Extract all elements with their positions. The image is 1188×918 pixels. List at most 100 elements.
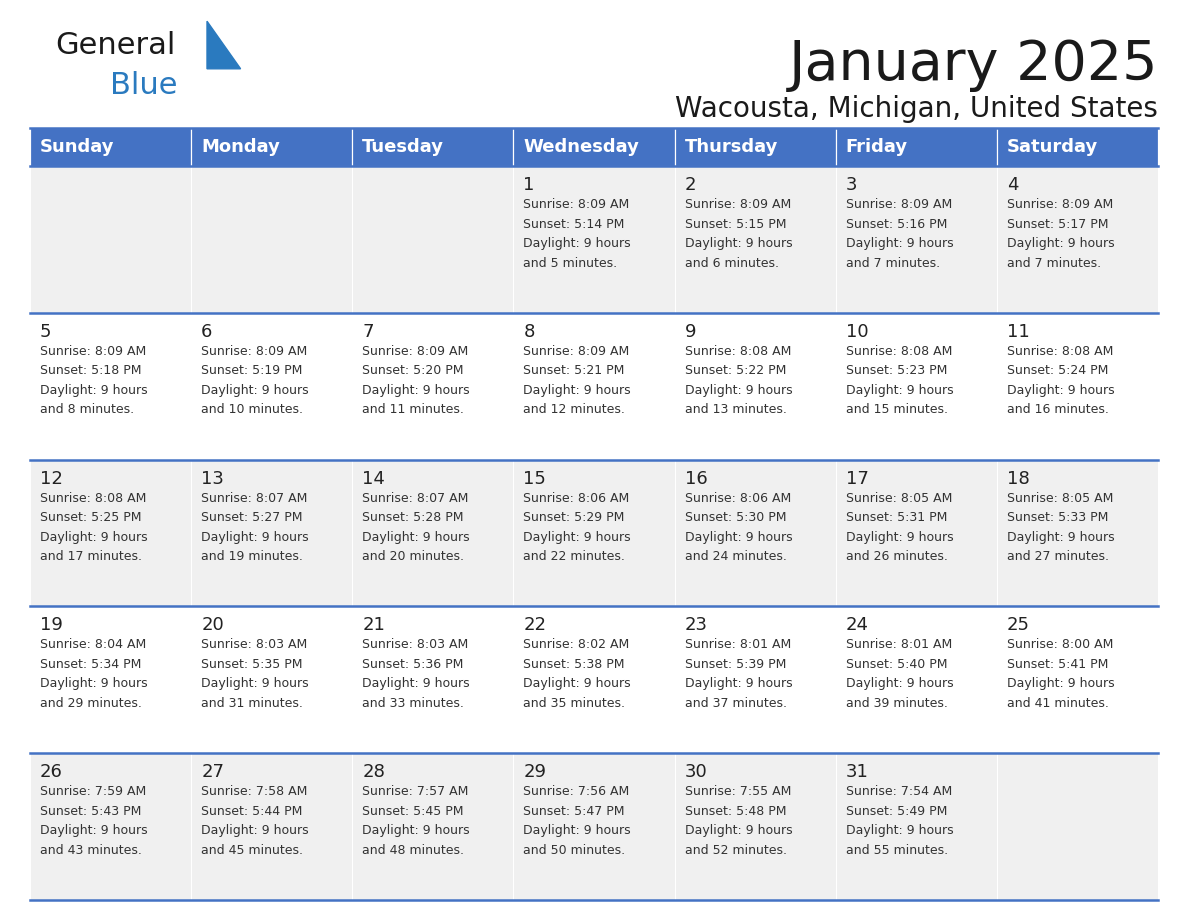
Text: and 41 minutes.: and 41 minutes. [1007,697,1108,710]
Text: Daylight: 9 hours: Daylight: 9 hours [362,824,470,837]
Text: and 43 minutes.: and 43 minutes. [40,844,141,856]
Text: Blue: Blue [110,71,177,99]
Text: Sunset: 5:17 PM: Sunset: 5:17 PM [1007,218,1108,230]
Text: Sunset: 5:29 PM: Sunset: 5:29 PM [524,511,625,524]
Text: Sunrise: 8:01 AM: Sunrise: 8:01 AM [846,638,952,652]
Text: 22: 22 [524,616,546,634]
Bar [675,607,835,753]
Text: and 11 minutes.: and 11 minutes. [362,403,465,416]
Bar [191,460,353,607]
Text: Daylight: 9 hours: Daylight: 9 hours [684,384,792,397]
Bar [675,753,835,900]
Text: Daylight: 9 hours: Daylight: 9 hours [362,531,470,543]
Text: and 6 minutes.: and 6 minutes. [684,256,778,270]
Bar [835,753,997,900]
Text: Daylight: 9 hours: Daylight: 9 hours [684,237,792,250]
Text: 27: 27 [201,763,225,781]
Text: and 15 minutes.: and 15 minutes. [846,403,948,416]
Text: Sunset: 5:43 PM: Sunset: 5:43 PM [40,805,141,818]
Bar [675,128,835,166]
Text: Sunrise: 7:54 AM: Sunrise: 7:54 AM [846,785,952,798]
Text: and 20 minutes.: and 20 minutes. [362,550,465,563]
Text: 2: 2 [684,176,696,194]
Text: Sunset: 5:28 PM: Sunset: 5:28 PM [362,511,463,524]
Bar [30,166,191,313]
Text: Sunset: 5:18 PM: Sunset: 5:18 PM [40,364,141,377]
Text: and 50 minutes.: and 50 minutes. [524,844,626,856]
Text: and 48 minutes.: and 48 minutes. [362,844,465,856]
Text: Daylight: 9 hours: Daylight: 9 hours [524,824,631,837]
Text: Sunrise: 8:02 AM: Sunrise: 8:02 AM [524,638,630,652]
Text: 24: 24 [846,616,868,634]
Bar [997,313,1158,460]
Bar [191,166,353,313]
Bar [30,128,191,166]
Text: and 12 minutes.: and 12 minutes. [524,403,625,416]
Bar [997,753,1158,900]
Text: Sunset: 5:22 PM: Sunset: 5:22 PM [684,364,786,377]
Text: Sunrise: 7:58 AM: Sunrise: 7:58 AM [201,785,308,798]
Bar [835,166,997,313]
Text: and 7 minutes.: and 7 minutes. [846,256,940,270]
Bar [513,128,675,166]
Text: Monday: Monday [201,138,280,156]
Text: and 22 minutes.: and 22 minutes. [524,550,625,563]
Text: Sunrise: 7:57 AM: Sunrise: 7:57 AM [362,785,468,798]
Text: Sunset: 5:44 PM: Sunset: 5:44 PM [201,805,303,818]
Bar [191,753,353,900]
Text: Sunrise: 8:09 AM: Sunrise: 8:09 AM [201,345,308,358]
Text: Sunrise: 8:09 AM: Sunrise: 8:09 AM [684,198,791,211]
Bar [835,128,997,166]
Text: and 39 minutes.: and 39 minutes. [846,697,948,710]
Text: Sunset: 5:15 PM: Sunset: 5:15 PM [684,218,786,230]
Text: Sunrise: 8:08 AM: Sunrise: 8:08 AM [40,492,146,505]
Text: Daylight: 9 hours: Daylight: 9 hours [524,237,631,250]
Text: and 29 minutes.: and 29 minutes. [40,697,141,710]
Text: Daylight: 9 hours: Daylight: 9 hours [1007,677,1114,690]
Text: Daylight: 9 hours: Daylight: 9 hours [201,824,309,837]
Bar [997,607,1158,753]
Text: 18: 18 [1007,470,1030,487]
Text: Sunrise: 8:06 AM: Sunrise: 8:06 AM [684,492,791,505]
Bar [835,313,997,460]
Text: Sunrise: 7:55 AM: Sunrise: 7:55 AM [684,785,791,798]
Text: Daylight: 9 hours: Daylight: 9 hours [40,531,147,543]
Text: Saturday: Saturday [1007,138,1098,156]
Text: Daylight: 9 hours: Daylight: 9 hours [1007,237,1114,250]
Text: Sunrise: 8:00 AM: Sunrise: 8:00 AM [1007,638,1113,652]
Text: 8: 8 [524,323,535,341]
Bar [353,166,513,313]
Text: Sunset: 5:20 PM: Sunset: 5:20 PM [362,364,463,377]
Text: Sunrise: 8:07 AM: Sunrise: 8:07 AM [201,492,308,505]
Text: 16: 16 [684,470,707,487]
Bar [30,753,191,900]
Text: Sunrise: 7:56 AM: Sunrise: 7:56 AM [524,785,630,798]
Text: Sunset: 5:48 PM: Sunset: 5:48 PM [684,805,786,818]
Text: Daylight: 9 hours: Daylight: 9 hours [40,824,147,837]
Text: Wacousta, Michigan, United States: Wacousta, Michigan, United States [675,95,1158,123]
Bar [353,753,513,900]
Text: and 19 minutes.: and 19 minutes. [201,550,303,563]
Text: Daylight: 9 hours: Daylight: 9 hours [846,531,953,543]
Text: 28: 28 [362,763,385,781]
Text: Sunset: 5:36 PM: Sunset: 5:36 PM [362,658,463,671]
Text: 26: 26 [40,763,63,781]
Bar [353,607,513,753]
Text: and 31 minutes.: and 31 minutes. [201,697,303,710]
Bar [997,460,1158,607]
Text: and 13 minutes.: and 13 minutes. [684,403,786,416]
Bar [675,166,835,313]
Bar [513,166,675,313]
Text: Sunset: 5:21 PM: Sunset: 5:21 PM [524,364,625,377]
Text: and 16 minutes.: and 16 minutes. [1007,403,1108,416]
Text: Sunset: 5:30 PM: Sunset: 5:30 PM [684,511,786,524]
Text: 10: 10 [846,323,868,341]
Text: Sunrise: 8:08 AM: Sunrise: 8:08 AM [1007,345,1113,358]
Text: 12: 12 [40,470,63,487]
Text: Sunrise: 8:06 AM: Sunrise: 8:06 AM [524,492,630,505]
Text: Sunrise: 7:59 AM: Sunrise: 7:59 AM [40,785,146,798]
Text: Daylight: 9 hours: Daylight: 9 hours [1007,384,1114,397]
Text: Daylight: 9 hours: Daylight: 9 hours [1007,531,1114,543]
Text: Sunset: 5:33 PM: Sunset: 5:33 PM [1007,511,1108,524]
Text: Sunset: 5:47 PM: Sunset: 5:47 PM [524,805,625,818]
